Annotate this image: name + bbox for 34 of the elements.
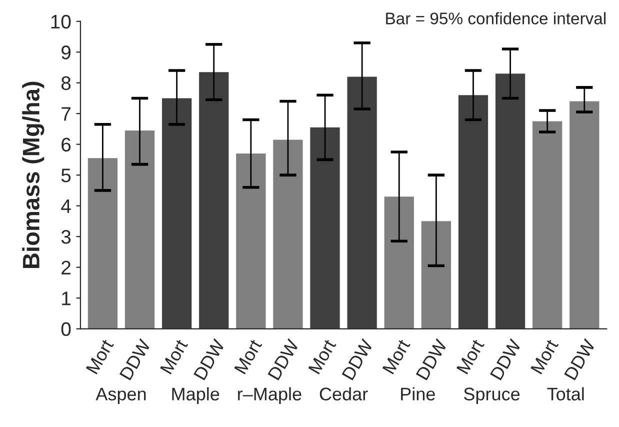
y-axis-title: Biomass (Mg/ha) — [22, 82, 44, 268]
text: Aspen — [96, 388, 146, 404]
bar — [458, 95, 488, 329]
bar — [384, 196, 414, 329]
annotation: Bar = 95% confidence interval — [386, 12, 606, 24]
bar — [310, 127, 340, 329]
text: r–Maple — [238, 387, 302, 404]
y-tick-label: 2 — [62, 260, 70, 274]
text: Cedar — [320, 387, 368, 400]
bar — [199, 72, 229, 329]
text: Pine — [401, 387, 435, 400]
bar — [495, 74, 526, 329]
y-tick-label: 4 — [61, 199, 71, 213]
y-tick-label: 8 — [61, 76, 71, 90]
text: Maple — [172, 387, 220, 404]
bar — [88, 158, 118, 329]
bar — [124, 130, 155, 329]
text: Total — [547, 387, 584, 400]
bar — [421, 221, 451, 329]
y-tick-label: 10 — [51, 14, 71, 29]
y-tick-label: 7 — [62, 107, 70, 121]
bar — [570, 101, 600, 329]
bar — [236, 154, 266, 329]
y-tick-label: 6 — [62, 138, 71, 152]
y-tick-label: 5 — [61, 168, 71, 182]
y-tick-label: 3 — [61, 230, 71, 244]
y-tick-label: 0 — [61, 322, 71, 336]
bar — [347, 76, 377, 329]
text: Spruce — [464, 388, 520, 404]
bar — [532, 121, 562, 329]
bar — [162, 98, 192, 329]
bar — [273, 140, 303, 329]
y-tick-label: 9 — [62, 46, 71, 60]
y-tick-label: 1 — [62, 292, 70, 306]
